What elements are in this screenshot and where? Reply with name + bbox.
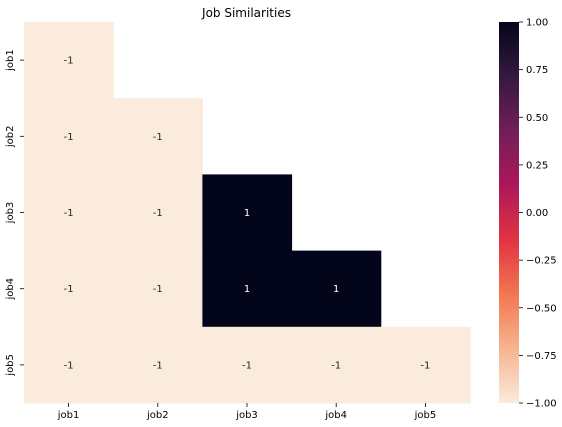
- heatmap-cell-job4-job4: [291, 250, 382, 328]
- y-tick-label-job3: job3: [5, 202, 16, 225]
- heatmap-cell-job5-job3: [202, 326, 293, 404]
- heatmap-cell-job2-job1: [24, 98, 114, 175]
- cell-label-job4-job1: -1: [64, 284, 74, 295]
- x-tick-label-job5: job5: [414, 410, 437, 421]
- cell-label-job3-job1: -1: [64, 208, 74, 219]
- heatmap-cell-job3-job2: [113, 174, 203, 252]
- heatmap-cell-job4-job2: [113, 250, 203, 328]
- heatmap-cell-job2-job2: [113, 98, 203, 175]
- y-tick-label-job4: job4: [5, 278, 16, 301]
- cell-label-job2-job2: -1: [153, 132, 163, 143]
- y-axis: job1 job2 job3 job4 job5: [5, 49, 24, 377]
- colorbar-tick-label: −0.25: [526, 256, 557, 267]
- colorbar-tick-label: 1.00: [526, 18, 548, 29]
- heatmap-cells: -1 -1 -1 -1 -1 1 -1 -1 1 1 -1 -1 -1 -1 -1: [24, 22, 471, 404]
- y-tick-label-job2: job2: [5, 125, 16, 148]
- colorbar-tick-label: 0.50: [526, 113, 548, 124]
- cell-label-job4-job2: -1: [153, 284, 163, 295]
- colorbar-tick-label: −1.00: [526, 399, 557, 410]
- cell-label-job5-job3: -1: [242, 360, 252, 371]
- heatmap-cell-job3-job1: [24, 174, 114, 252]
- cell-label-job3-job3: 1: [244, 208, 250, 219]
- heatmap-cell-job1-job1: [24, 22, 114, 99]
- colorbar-tick-label: 0.00: [526, 208, 548, 219]
- heatmap-cell-job5-job5: [380, 326, 471, 404]
- x-tick-label-job3: job3: [235, 410, 258, 421]
- chart-title: Job Similarities: [201, 6, 291, 20]
- colorbar-gradient: [499, 22, 519, 403]
- cell-label-job4-job4: 1: [333, 284, 339, 295]
- colorbar-tick-label: 0.25: [526, 160, 548, 171]
- heatmap-cell-job5-job4: [291, 326, 382, 404]
- cell-label-job4-job3: 1: [244, 284, 250, 295]
- cell-label-job5-job1: -1: [64, 360, 74, 371]
- colorbar-tick-label: −0.75: [526, 351, 557, 362]
- y-tick-label-job5: job5: [5, 354, 16, 377]
- heatmap-cell-job4-job1: [24, 250, 114, 328]
- cell-label-job3-job2: -1: [153, 208, 163, 219]
- colorbar-tick-label: 0.75: [526, 65, 548, 76]
- x-axis: job1 job2 job3 job4 job5: [57, 403, 436, 421]
- cell-label-job5-job5: -1: [420, 360, 430, 371]
- x-tick-label-job2: job2: [146, 410, 169, 421]
- x-tick-label-job4: job4: [324, 410, 347, 421]
- colorbar-tick-label: −0.50: [526, 303, 557, 314]
- heatmap-cell-job4-job3: [202, 250, 293, 328]
- colorbar: 1.00 0.75 0.50 0.25 0.00 −0.25 −0.50 −0.75 −1.00: [499, 18, 557, 410]
- x-tick-label-job1: job1: [57, 410, 80, 421]
- heatmap-cell-job5-job2: [113, 326, 203, 404]
- heatmap-cell-job5-job1: [24, 326, 114, 404]
- heatmap-cell-job3-job3: [202, 174, 293, 252]
- cell-label-job2-job1: -1: [64, 132, 74, 143]
- cell-label-job1-job1: -1: [64, 56, 74, 67]
- cell-label-job5-job2: -1: [153, 360, 163, 371]
- cell-label-job5-job4: -1: [331, 360, 341, 371]
- y-tick-label-job1: job1: [5, 49, 16, 72]
